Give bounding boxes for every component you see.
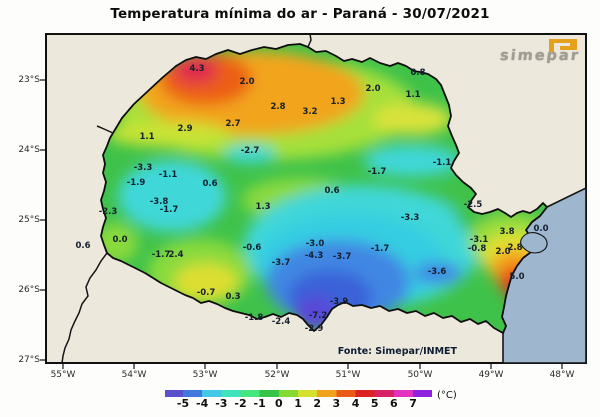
lat-axis-label: 27°S [18, 355, 40, 365]
temperature-label: 1.3 [330, 96, 346, 107]
temperature-label: -2.7 [240, 145, 260, 156]
lat-axis-label: 26°S [18, 285, 40, 295]
temperature-label: 2.0 [239, 76, 255, 87]
temperature-label: 2.9 [177, 123, 193, 134]
temperature-label: 5.0 [509, 271, 525, 282]
temperature-label: -0.7 [196, 287, 216, 298]
lon-axis-label: 52°W [264, 370, 290, 380]
simepar-logo-text: simepar [499, 48, 581, 64]
temperature-label: -1.7 [367, 166, 387, 177]
temperature-colorbar [165, 390, 432, 397]
temperature-label: 0.6 [75, 240, 91, 251]
temperature-label: -2.5 [463, 199, 483, 210]
source-note: Fonte: Simepar/INMET [337, 346, 457, 357]
temperature-label: 0.0 [533, 223, 549, 234]
lat-axis-label: 25°S [18, 215, 40, 225]
lon-axis-label: 50°W [407, 370, 433, 380]
colorbar-tick-label: -5 [176, 397, 190, 410]
lon-axis-label: 54°W [121, 370, 147, 380]
temperature-label: -2.3 [98, 206, 118, 217]
temperature-label: 0.8 [410, 67, 426, 78]
colorbar-tick-label: 0 [275, 397, 283, 410]
temperature-label: 2.8 [270, 101, 286, 112]
temperature-contour-field [101, 44, 547, 333]
lon-axis-label: 53°W [192, 370, 218, 380]
temperature-label: -0.8 [467, 243, 487, 254]
temperature-label: -1.1 [432, 157, 452, 168]
axis-ticks [40, 79, 563, 369]
paranagua-bay [520, 232, 548, 254]
simepar-logo-icon [549, 39, 577, 52]
temperature-label: 0.3 [225, 291, 241, 302]
colorbar-tick-label: 3 [332, 397, 341, 410]
temperature-label: 2.4 [168, 249, 184, 260]
temperature-label: -3.3 [133, 162, 153, 173]
temperature-label: -7.2 [308, 310, 328, 321]
temperature-label: -3.6 [427, 266, 447, 277]
temperature-label: -3.1 [469, 234, 489, 245]
parana-state-border [100, 43, 548, 334]
colorbar-tick-label: 7 [409, 397, 417, 410]
colorbar-tick-label: 1 [294, 397, 302, 410]
colorbar-tick-label: 6 [390, 397, 398, 410]
temperature-label: 3.8 [499, 226, 515, 237]
temperature-label: 4.3 [189, 63, 205, 74]
temperature-label: -1.7 [151, 249, 171, 260]
temperature-label: -2.9 [304, 323, 324, 334]
temperature-label: -3.0 [305, 238, 325, 249]
temperature-label: 1.1 [139, 131, 155, 142]
temperature-label: 0.6 [202, 178, 218, 189]
lat-axis-label: 24°S [18, 145, 40, 155]
temperature-label: -2.4 [271, 316, 291, 327]
temperature-label: 1.3 [255, 201, 271, 212]
temperature-label: -3.7 [271, 257, 291, 268]
temperature-label: 2.0 [365, 83, 381, 94]
page-title: Temperatura mínima do ar - Paraná - 30/0… [110, 6, 490, 22]
lon-axis-label: 49°W [478, 370, 504, 380]
colorbar-tick-label: -1 [253, 397, 266, 410]
colorbar-tick-label: 5 [370, 397, 379, 410]
lon-axis-label: 48°W [549, 370, 575, 380]
lat-axis-label: 23°S [18, 75, 40, 85]
temperature-label: 2.7 [225, 118, 241, 129]
colorbar-tick-label: -3 [215, 397, 228, 410]
temperature-label: -1.7 [370, 243, 390, 254]
temperature-label: -1.1 [158, 169, 178, 180]
colorbar-tick-label: 4 [351, 397, 360, 410]
temperature-label: -3.3 [400, 212, 420, 223]
colorbar-tick-label: -4 [196, 397, 209, 410]
temperature-label: 3.2 [302, 106, 318, 117]
temperature-label: 2.8 [507, 242, 523, 253]
temperature-label: -1.9 [126, 177, 146, 188]
colorbar-tick-label: 2 [313, 397, 322, 410]
lon-axis-label: 51°W [335, 370, 361, 380]
simepar-logo: simepar [478, 36, 581, 66]
temperature-label: 0.6 [324, 185, 340, 196]
temperature-label: -3.9 [329, 296, 349, 307]
neighbour-border-lines [61, 33, 312, 364]
temperature-label: -1.8 [244, 312, 264, 323]
colorbar-tick-label: -2 [234, 397, 247, 410]
temperature-label: 1.1 [405, 89, 421, 100]
lon-axis-label: 55°W [50, 370, 76, 380]
temperature-label: -3.8 [149, 196, 169, 207]
colorbar-unit: (°C) [437, 390, 457, 401]
temperature-label: -3.7 [332, 251, 352, 262]
temperature-label: 0.0 [112, 234, 128, 245]
temperature-label: -0.6 [242, 242, 262, 253]
temperature-label: -1.7 [159, 204, 179, 215]
temperature-label: 2.0 [495, 246, 511, 257]
temperature-label: -4.3 [304, 250, 324, 261]
